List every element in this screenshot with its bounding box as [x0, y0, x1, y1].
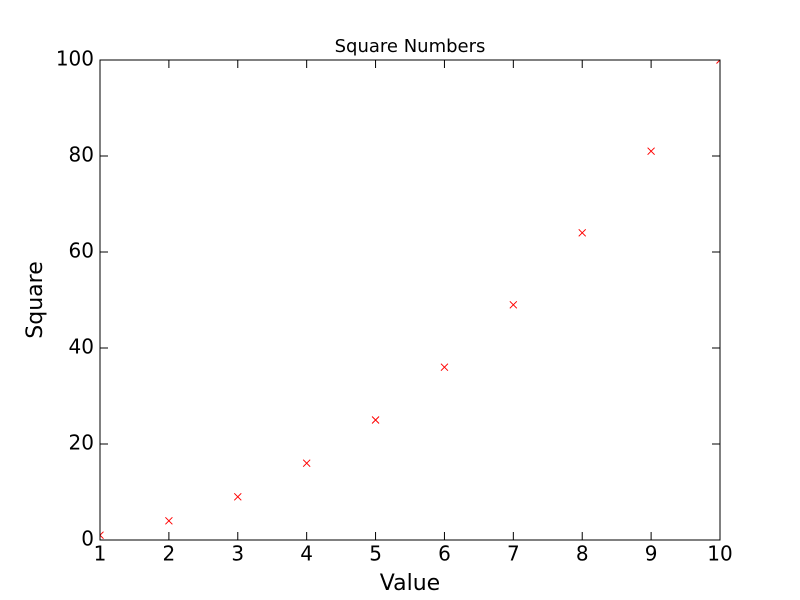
axes-frame	[99, 59, 721, 541]
y-tick-label: 0	[81, 527, 94, 551]
point	[647, 147, 655, 156]
y-tick-label: 100	[56, 47, 94, 71]
y-tick-label: 20	[69, 431, 94, 455]
x-tick-label: 4	[300, 542, 313, 566]
point	[100, 531, 104, 540]
y-tick-label: 80	[69, 143, 94, 167]
point	[233, 492, 242, 501]
x-tick-label: 2	[163, 542, 176, 566]
x-tick-label: 9	[645, 542, 658, 566]
x-tick-label: 3	[231, 542, 244, 566]
chart-title: Square Numbers	[335, 36, 486, 57]
point	[302, 459, 311, 468]
x-tick-label: 7	[507, 542, 520, 566]
point	[440, 363, 449, 372]
x-tick-label: 6	[438, 542, 451, 566]
x-tick-label: 1	[94, 542, 107, 566]
point	[371, 416, 380, 424]
point	[716, 60, 720, 64]
x-axis-label: Value	[380, 571, 440, 596]
x-tick-label: 5	[369, 542, 382, 566]
point	[578, 228, 587, 237]
x-tick-label: 8	[576, 542, 589, 566]
point	[509, 300, 518, 309]
plot-area	[100, 60, 720, 540]
point	[165, 516, 173, 525]
y-axis-label: Square	[23, 261, 48, 338]
y-tick-label: 40	[69, 335, 94, 359]
x-tick-label: 10	[707, 542, 732, 566]
y-tick-label: 60	[69, 239, 94, 263]
